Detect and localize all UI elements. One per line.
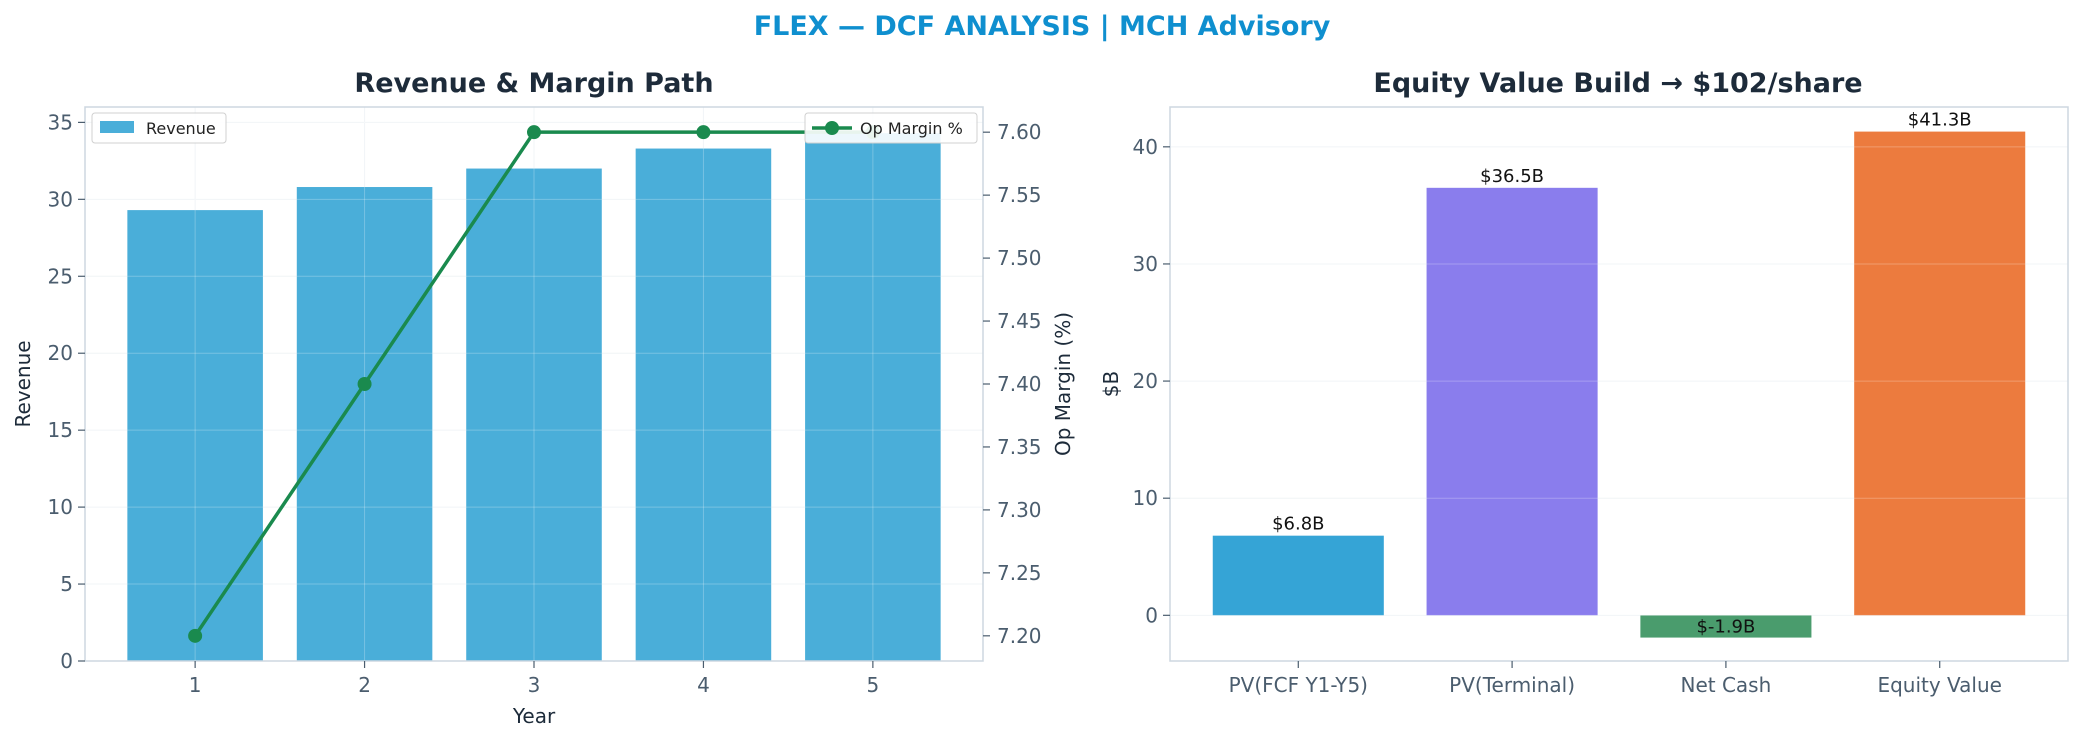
equity-x-tick-label: Equity Value <box>1877 673 2002 697</box>
year-x-tick-label: 1 <box>189 673 202 697</box>
op-margin-point <box>527 125 541 140</box>
revenue-y-tick-label: 35 <box>48 110 73 134</box>
op-margin-y-tick-label: 7.25 <box>997 561 1042 585</box>
equity-y-tick-label: 0 <box>1145 603 1158 627</box>
op-margin-legend-label: Op Margin % <box>860 119 963 138</box>
year-x-tick-label: 2 <box>358 673 371 697</box>
op-margin-y-tick-label: 7.20 <box>997 624 1042 648</box>
op-margin-y-tick-label: 7.60 <box>997 120 1042 144</box>
revenue-y-tick-label: 10 <box>48 495 73 519</box>
revenue-legend-swatch <box>100 121 134 133</box>
op-margin-y-tick-label: 7.40 <box>997 372 1042 396</box>
equity-data-label: $-1.9B <box>1696 616 1755 637</box>
op-margin-y-tick-label: 7.55 <box>997 183 1042 207</box>
revenue-bar <box>805 133 941 661</box>
revenue-bar <box>296 187 433 661</box>
op-margin-y-tick-label: 7.45 <box>997 309 1042 333</box>
op-margin-point <box>188 628 203 643</box>
op-margin-legend-frame <box>804 112 978 144</box>
op-margin-point <box>696 125 711 140</box>
figure-title: FLEX — DCF ANALYSIS | MCH Advisory <box>754 11 1331 42</box>
year-x-tick-label: 3 <box>528 673 541 697</box>
op-margin-point <box>357 377 372 391</box>
op-margin-y-tick-label: 7.30 <box>997 498 1042 522</box>
op-margin-legend: Op Margin % <box>804 112 978 144</box>
equity-bar <box>1854 131 2026 616</box>
equity-x-tick-label: Net Cash <box>1681 673 1772 697</box>
equity-x-tick-label: PV(FCF Y1-Y5) <box>1229 673 1368 697</box>
op-margin-y-tick-label: 7.35 <box>997 435 1042 459</box>
op-margin-y-tick-label: 7.50 <box>997 246 1042 270</box>
revenue-bar <box>635 148 772 662</box>
revenue-chart-title: Revenue & Margin Path <box>354 68 713 99</box>
revenue-bar <box>127 210 263 661</box>
revenue-x-axis-label: Year <box>512 704 556 728</box>
equity-bar <box>1640 615 1812 638</box>
equity-data-label: $6.8B <box>1272 514 1324 535</box>
year-x-tick-label: 5 <box>867 673 880 697</box>
revenue-y-tick-label: 15 <box>48 418 73 442</box>
equity-data-label: $36.5B <box>1480 166 1544 187</box>
equity-data-label: $41.3B <box>1908 110 1972 131</box>
equity-bar <box>1212 535 1384 616</box>
revenue-bar <box>466 168 602 662</box>
revenue-y-axis-label: Revenue <box>11 340 35 427</box>
op-margin-y-axis-label: Op Margin (%) <box>1051 312 1075 456</box>
equity-y-tick-label: 30 <box>1133 252 1158 276</box>
equity-y-tick-label: 10 <box>1133 486 1158 510</box>
equity-value-chart: Equity Value Build → $102/share 0 10 20 30 4… <box>1099 68 2069 697</box>
revenue-legend-label: Revenue <box>146 119 216 138</box>
op-margin-legend-marker <box>825 121 839 135</box>
equity-plot-frame <box>1169 106 2069 662</box>
equity-y-tick-label: 40 <box>1133 135 1158 159</box>
year-x-tick-label: 4 <box>697 673 710 697</box>
revenue-y-tick-label: 5 <box>60 572 73 596</box>
equity-x-tick-label: PV(Terminal) <box>1449 673 1575 697</box>
equity-bar <box>1426 187 1598 616</box>
revenue-y-tick-label: 25 <box>48 264 73 288</box>
revenue-y-tick-label: 30 <box>48 187 73 211</box>
revenue-legend-frame <box>91 112 227 144</box>
revenue-legend: Revenue <box>91 112 227 144</box>
equity-chart-title: Equity Value Build → $102/share <box>1373 68 1862 99</box>
equity-y-tick-label: 20 <box>1133 369 1158 393</box>
revenue-y-tick-label: 0 <box>60 649 73 673</box>
revenue-y-tick-label: 20 <box>48 341 73 365</box>
equity-y-axis-label: $B <box>1099 371 1123 397</box>
